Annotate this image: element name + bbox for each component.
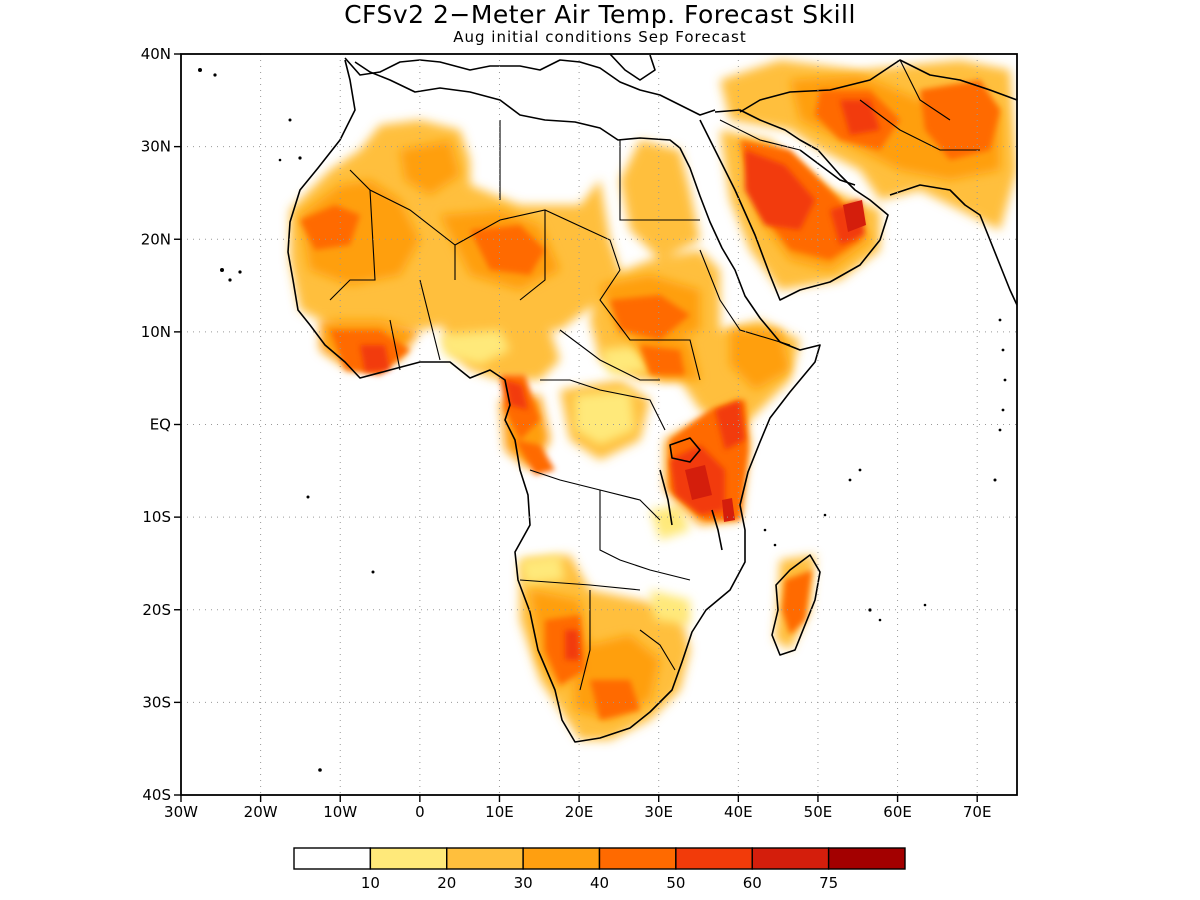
coastlines xyxy=(287,54,1017,743)
lon-tick-label: 30W xyxy=(164,803,198,821)
lat-tick-label: 20N xyxy=(141,230,171,248)
colorbar-label: 40 xyxy=(590,874,609,892)
country-borders xyxy=(329,59,980,691)
map-title: CFSv2 2−Meter Air Temp. Forecast Skill xyxy=(344,0,856,29)
map-subtitle: Aug initial conditions Sep Forecast xyxy=(453,28,747,46)
lon-tick-label: 0 xyxy=(415,803,425,821)
lon-tick-label: 70E xyxy=(963,803,992,821)
colorbar: 10 20 30 40 50 60 75 xyxy=(293,847,906,892)
lat-tick-label: 40S xyxy=(142,786,171,804)
colorbar-label: 20 xyxy=(437,874,456,892)
lat-tick-label: 10N xyxy=(141,323,171,341)
colorbar-label: 30 xyxy=(514,874,533,892)
colorbar-label: 50 xyxy=(666,874,685,892)
lat-tick-label: 30N xyxy=(141,138,171,156)
colorbar-label: 60 xyxy=(743,874,762,892)
lat-tick-label: 40N xyxy=(141,45,171,63)
lon-tick-label: 50E xyxy=(804,803,833,821)
gridlines xyxy=(181,54,1017,795)
colorbar-label: 10 xyxy=(361,874,380,892)
lon-tick-label: 30E xyxy=(644,803,673,821)
lat-tick-label: EQ xyxy=(150,416,171,434)
lat-tick-label: 10S xyxy=(142,508,171,526)
colorbar-swatch xyxy=(598,847,677,870)
lat-tick-label: 30S xyxy=(142,693,171,711)
colorbar-swatch xyxy=(369,847,448,870)
colorbar-swatch xyxy=(446,847,524,870)
lon-tick-label: 20W xyxy=(244,803,278,821)
lon-tick-label: 10E xyxy=(485,803,514,821)
latitude-axis: 40N 30N 20N 10N EQ 10S 20S 30S 40S xyxy=(141,45,181,804)
map-plot-area xyxy=(181,54,1017,795)
lon-tick-label: 60E xyxy=(883,803,912,821)
lat-tick-label: 20S xyxy=(142,601,171,619)
longitude-axis: 30W 20W 10W 0 10E 20E 30E 40E 50E 60E 70E xyxy=(164,795,991,821)
colorbar-swatch xyxy=(751,847,830,870)
colorbar-swatch xyxy=(293,847,372,870)
lon-tick-label: 20E xyxy=(565,803,594,821)
colorbar-swatch xyxy=(675,847,753,870)
lon-tick-label: 40E xyxy=(724,803,753,821)
colorbar-label: 75 xyxy=(819,874,838,892)
colorbar-swatch xyxy=(827,847,906,870)
islands xyxy=(198,68,1007,772)
colorbar-swatch xyxy=(522,847,601,870)
lon-tick-label: 10W xyxy=(323,803,357,821)
